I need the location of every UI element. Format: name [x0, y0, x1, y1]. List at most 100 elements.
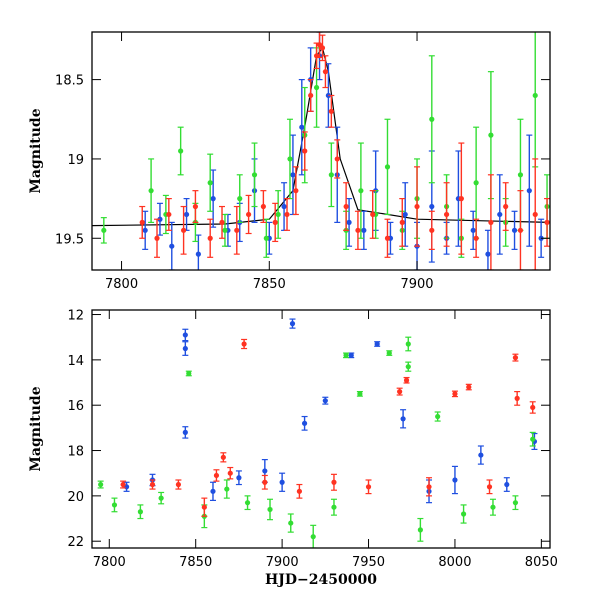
data-point — [387, 221, 394, 255]
data-point — [296, 483, 303, 499]
data-point — [207, 218, 214, 258]
point-marker — [517, 172, 524, 178]
point-marker — [262, 479, 268, 485]
point-marker — [158, 495, 164, 501]
x-tick-label: 8050 — [525, 555, 558, 570]
point-marker — [426, 484, 432, 490]
data-point — [261, 474, 268, 490]
point-marker — [224, 486, 230, 492]
point-marker — [511, 227, 518, 233]
point-marker — [414, 203, 420, 210]
data-point — [180, 205, 187, 255]
data-point — [532, 158, 539, 270]
data-point — [470, 210, 477, 250]
point-marker — [182, 429, 188, 435]
point-marker — [473, 235, 479, 241]
point-marker — [210, 488, 216, 494]
point-marker — [175, 481, 182, 488]
point-marker — [361, 227, 367, 233]
y-tick-label: 14 — [67, 354, 84, 369]
point-marker — [275, 211, 281, 218]
point-marker — [400, 416, 406, 422]
point-marker — [289, 321, 296, 327]
point-marker — [530, 436, 536, 442]
data-point — [384, 118, 391, 216]
data-point — [503, 477, 510, 492]
data-point — [219, 205, 226, 239]
point-marker — [313, 84, 320, 91]
data-point — [201, 497, 208, 517]
point-marker — [532, 211, 538, 218]
data-point — [414, 166, 421, 247]
point-marker — [149, 481, 156, 488]
data-point — [405, 361, 412, 372]
point-marker — [348, 352, 354, 358]
point-marker — [262, 468, 268, 474]
data-point — [301, 415, 308, 431]
data-point — [322, 55, 329, 89]
point-marker — [293, 188, 299, 194]
point-marker — [497, 211, 503, 218]
data-point — [484, 229, 491, 270]
point-marker — [402, 211, 408, 218]
data-point — [517, 190, 524, 270]
point-marker — [365, 484, 372, 490]
point-marker — [405, 341, 411, 347]
point-marker — [486, 484, 493, 490]
data-point — [417, 517, 424, 542]
point-marker — [178, 148, 184, 154]
point-marker — [343, 203, 349, 210]
data-point — [348, 352, 355, 359]
data-point — [396, 387, 403, 396]
point-marker — [207, 180, 213, 186]
data-point — [428, 55, 435, 184]
data-point — [511, 210, 518, 250]
y-tick-label: 18.5 — [55, 74, 84, 89]
y-tick-label: 16 — [67, 399, 84, 414]
data-point — [384, 218, 391, 258]
data-point — [369, 190, 376, 239]
point-marker — [148, 188, 154, 194]
data-point — [182, 328, 189, 342]
data-point — [328, 142, 335, 208]
x-tick-label: 7900 — [266, 555, 299, 570]
data-point — [236, 174, 243, 223]
series-0 — [142, 32, 545, 270]
data-point — [460, 504, 467, 524]
data-point — [139, 205, 146, 239]
x-tick-label: 7850 — [253, 277, 286, 292]
data-point — [529, 401, 536, 414]
data-point — [142, 210, 149, 250]
point-marker — [281, 203, 287, 210]
point-marker — [241, 341, 247, 347]
point-marker — [169, 243, 175, 249]
point-marker — [452, 391, 458, 397]
point-marker — [279, 479, 285, 485]
data-point — [434, 411, 441, 422]
point-marker — [246, 211, 252, 218]
data-point — [241, 338, 248, 350]
point-marker — [399, 219, 405, 225]
data-point — [244, 495, 251, 511]
data-point — [233, 205, 240, 255]
point-marker — [403, 377, 410, 383]
data-point — [168, 221, 175, 270]
data-point — [266, 221, 273, 255]
y-tick-label: 12 — [67, 309, 84, 324]
point-marker — [111, 502, 118, 508]
point-marker — [260, 203, 266, 210]
point-marker — [343, 352, 349, 358]
point-marker — [220, 454, 226, 460]
point-marker — [473, 180, 479, 186]
axes-frame — [91, 309, 551, 549]
point-marker — [207, 235, 213, 241]
data-point — [185, 370, 192, 377]
data-point — [465, 383, 472, 391]
point-marker — [296, 488, 302, 494]
data-point — [343, 182, 350, 231]
data-point — [100, 217, 107, 244]
point-marker — [405, 364, 411, 370]
x-tick-label: 7800 — [93, 555, 126, 570]
point-marker — [310, 534, 316, 540]
